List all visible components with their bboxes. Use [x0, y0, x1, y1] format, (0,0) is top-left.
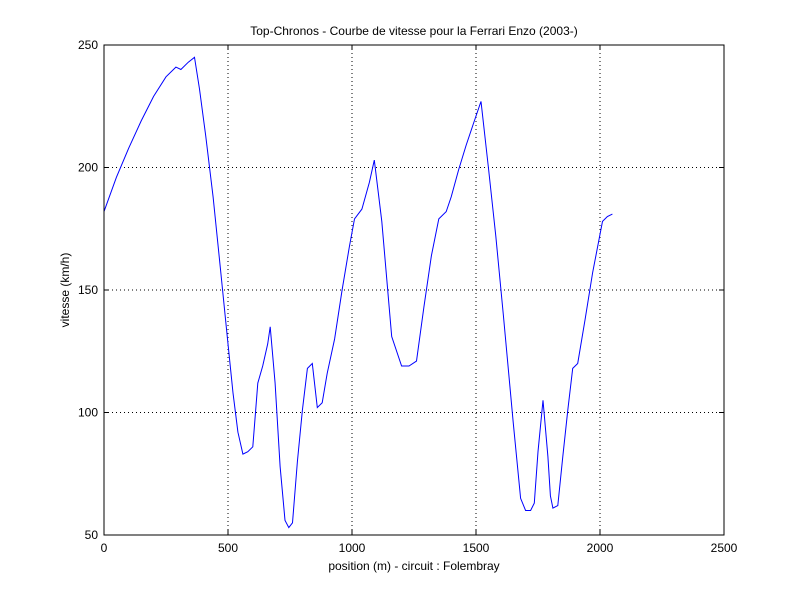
y-tick-label: 200	[78, 161, 98, 175]
speed-series-line	[103, 56, 613, 529]
y-axis-label: vitesse (km/h)	[58, 253, 72, 328]
y-tick-label: 250	[78, 38, 98, 52]
y-tick-label: 150	[78, 283, 98, 297]
x-tick-label: 0	[101, 541, 108, 555]
y-tick-label: 100	[78, 406, 98, 420]
x-tick-label: 2000	[587, 541, 614, 555]
x-tick-label: 1500	[463, 541, 490, 555]
series-layer	[103, 56, 613, 529]
grid-lines	[104, 45, 724, 535]
y-tick-label: 50	[85, 528, 99, 542]
axis-ticks: 0 500 1000 1500 2000 2500 50 100 150 200 250	[78, 38, 738, 555]
x-tick-label: 1000	[339, 541, 366, 555]
chart-title: Top-Chronos - Courbe de vitesse pour la …	[250, 24, 577, 38]
x-tick-label: 500	[218, 541, 238, 555]
x-tick-label: 2500	[711, 541, 738, 555]
x-axis-label: position (m) - circuit : Folembray	[328, 559, 499, 573]
